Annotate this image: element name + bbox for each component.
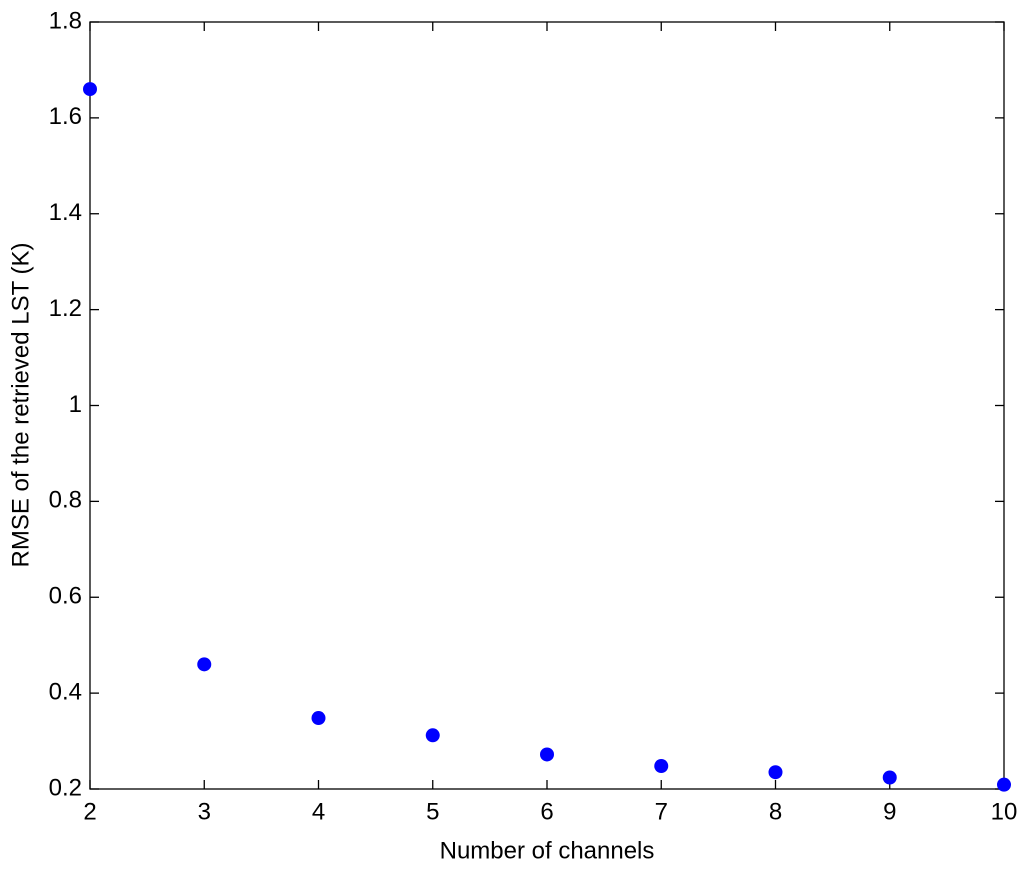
x-tick-label: 9 [883,798,896,825]
point [768,765,783,780]
x-tick-label: 8 [769,798,782,825]
y-tick-label: 0.6 [49,583,82,610]
point [654,758,669,773]
x-axis-label: Number of channels [440,837,655,864]
point [197,657,212,672]
x-tick-label: 3 [198,798,211,825]
point [997,777,1011,792]
y-tick-label: 1.4 [49,199,82,226]
y-tick-label: 0.2 [49,774,82,801]
point [425,728,440,743]
x-tick-label: 10 [991,798,1018,825]
axes-box [89,21,1005,790]
x-tick-label: 4 [312,798,325,825]
x-tick-label: 5 [426,798,439,825]
point [83,82,97,97]
x-tick-label: 7 [655,798,668,825]
x-tick-label: 2 [83,798,96,825]
y-tick-label: 1 [69,391,82,418]
y-axis-label: RMSE of the retrieved LST (K) [7,242,34,567]
y-tick-label: 0.4 [49,678,82,705]
point [882,770,897,785]
y-tick-label: 1.2 [49,295,82,322]
point [311,711,326,726]
y-tick-label: 1.8 [49,7,82,34]
x-tick-label: 6 [540,798,553,825]
y-tick-label: 0.8 [49,487,82,514]
point [540,747,554,762]
y-tick-label: 1.6 [49,103,82,130]
